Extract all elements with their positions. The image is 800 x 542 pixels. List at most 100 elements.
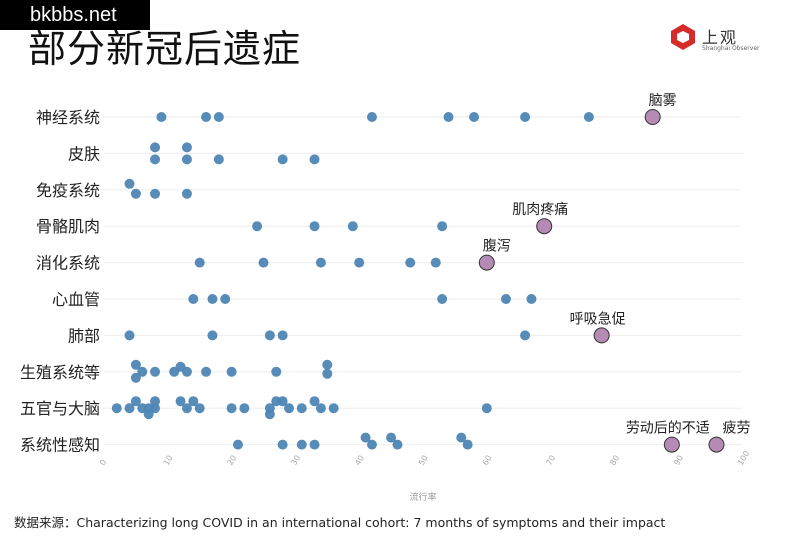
data-point	[181, 142, 192, 153]
x-axis-label: 流行率	[409, 491, 436, 503]
data-point	[443, 112, 454, 122]
x-tick-label: 100	[736, 449, 751, 467]
data-point	[207, 294, 218, 304]
category-label: 免疫系统	[36, 181, 100, 200]
data-point	[258, 257, 269, 268]
data-point	[309, 439, 320, 450]
data-point	[271, 366, 282, 377]
highlight-label: 脑雾	[649, 93, 677, 109]
data-point	[462, 439, 473, 450]
data-point	[437, 221, 448, 232]
logo-name: 上观	[702, 28, 739, 47]
data-point	[150, 396, 161, 407]
data-point	[220, 294, 231, 304]
source-note: 数据来源：Characterizing long COVID in an int…	[14, 515, 666, 530]
data-point	[520, 112, 531, 122]
data-point	[239, 403, 250, 414]
data-point	[150, 366, 161, 377]
publisher-logo: 上观 Shanghai Observer	[668, 22, 768, 58]
data-point	[264, 330, 275, 341]
data-point	[520, 330, 531, 341]
data-point	[392, 439, 403, 450]
highlight-point	[663, 436, 680, 453]
category-label: 皮肤	[68, 144, 100, 163]
category-label: 五官与大脑	[20, 399, 100, 418]
logo-subtitle: Shanghai Observer	[702, 45, 760, 52]
data-point	[226, 366, 237, 377]
category-label: 消化系统	[36, 254, 100, 273]
data-point	[130, 372, 141, 383]
data-point	[437, 294, 448, 304]
highlight-point	[593, 327, 610, 344]
highlight-label: 疲劳	[722, 420, 750, 437]
data-point	[500, 294, 511, 304]
data-point	[430, 257, 441, 268]
highlight-point	[644, 109, 661, 125]
data-point	[315, 257, 326, 268]
data-point	[213, 154, 224, 165]
data-point	[526, 294, 537, 304]
data-point	[111, 403, 122, 414]
data-point	[366, 112, 377, 122]
data-point	[469, 112, 480, 122]
data-point	[322, 359, 333, 370]
x-tick-label: 10	[162, 454, 175, 467]
x-tick-label: 70	[545, 454, 558, 467]
data-point	[175, 396, 186, 407]
logo-mark-icon	[671, 24, 695, 50]
category-label: 骨骼肌肉	[36, 217, 100, 236]
data-point	[360, 432, 371, 443]
highlight-label: 肌肉疼痛	[512, 201, 568, 218]
highlight-label: 呼吸急促	[570, 311, 626, 327]
data-point	[277, 154, 288, 165]
data-point	[181, 154, 192, 165]
data-point	[194, 403, 205, 414]
data-point	[169, 366, 180, 377]
data-point	[150, 154, 161, 165]
data-point	[284, 403, 295, 414]
data-point	[137, 366, 148, 377]
data-point	[130, 396, 141, 407]
data-point	[386, 432, 397, 443]
data-point	[213, 112, 224, 122]
data-point	[322, 368, 333, 379]
data-point	[277, 439, 288, 450]
highlight-label: 腹泻	[483, 238, 511, 255]
x-tick-label: 30	[289, 454, 302, 467]
data-point	[181, 366, 192, 377]
data-point	[309, 221, 320, 232]
category-label: 神经系统	[36, 108, 100, 127]
data-point	[124, 178, 135, 189]
data-point	[277, 330, 288, 341]
highlight-point	[708, 436, 725, 453]
data-point	[264, 409, 275, 420]
data-point	[201, 366, 212, 377]
category-label: 心血管	[52, 290, 100, 309]
data-point	[252, 221, 263, 232]
data-point	[296, 403, 307, 414]
data-point	[226, 403, 237, 414]
data-point	[150, 142, 161, 153]
watermark: bkbbs.net	[0, 0, 150, 30]
highlight-label: 劳动后的不适	[626, 421, 710, 437]
data-point	[328, 403, 339, 414]
x-tick-label: 40	[353, 454, 366, 467]
data-point	[354, 257, 365, 268]
x-tick-label: 0	[98, 458, 108, 467]
data-point	[315, 403, 326, 414]
data-point	[201, 112, 212, 122]
data-point	[296, 439, 307, 450]
data-point	[405, 257, 416, 268]
data-point	[188, 294, 199, 304]
category-label: 肺部	[68, 326, 100, 345]
category-label: 系统性感知	[20, 436, 100, 455]
data-point	[156, 112, 167, 122]
data-point	[366, 439, 377, 450]
data-point	[181, 403, 192, 414]
highlight-point	[478, 254, 495, 271]
data-point	[309, 154, 320, 165]
data-point	[456, 432, 467, 443]
data-point	[181, 188, 192, 199]
x-tick-label: 20	[226, 454, 239, 467]
